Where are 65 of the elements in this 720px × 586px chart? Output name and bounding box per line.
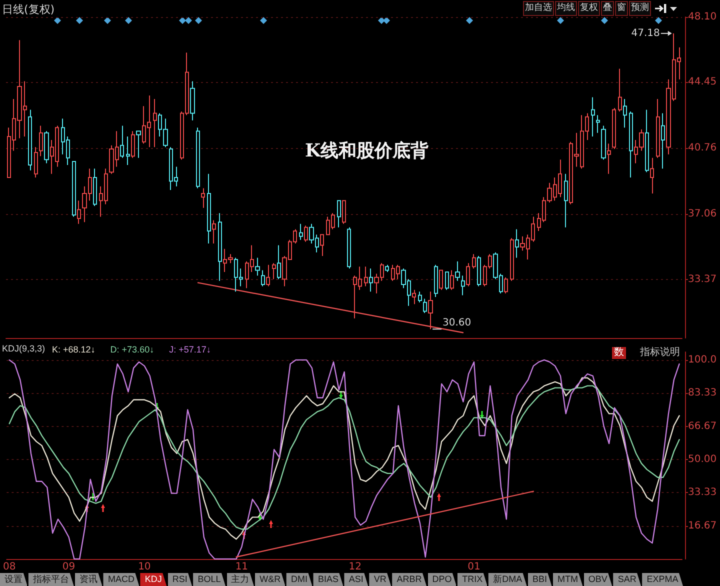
text: 均线 — [555, 1, 577, 16]
text: VR — [369, 573, 392, 586]
text: 叠 — [601, 1, 614, 16]
candlestick — [347, 226, 351, 269]
text: EXPMA — [642, 573, 683, 586]
text: 资讯 — [74, 573, 102, 586]
text: OBV — [584, 573, 612, 586]
candlestick — [612, 107, 616, 150]
text: DPO — [428, 573, 456, 586]
text: SAR — [613, 573, 642, 586]
x-tick-label: 12 — [348, 562, 362, 572]
annotation: 指标说明 — [639, 346, 681, 358]
text: 主力 — [226, 573, 254, 586]
candlestick — [28, 109, 32, 171]
y-tick-label: 100.0 — [688, 354, 717, 366]
text: 加自选 — [523, 1, 554, 16]
y-tick-label: 40.76 — [688, 142, 717, 154]
y-tick-label: 48.10 — [688, 12, 717, 22]
text: BOLL — [193, 573, 226, 586]
text: J: +57.17↓ — [169, 344, 211, 354]
text: KDJ — [140, 573, 167, 586]
annotation: 30.60 — [442, 318, 472, 329]
x-tick-label: 10 — [138, 562, 151, 572]
text: BBI — [528, 573, 552, 586]
text: 复权 — [578, 1, 600, 16]
annotation: 数 — [612, 346, 626, 358]
text: 设置 — [0, 573, 28, 586]
chart-title: KDJ(9,3,3) — [2, 344, 46, 354]
candlestick — [201, 188, 205, 208]
x-tick-label: 09 — [62, 562, 76, 572]
x-tick-label: 01 — [468, 562, 480, 572]
text: 新DMA — [488, 573, 527, 586]
text: D: +73.60↓ — [110, 344, 154, 354]
text: 指标平台 — [28, 573, 74, 586]
text: TRIX — [457, 573, 488, 586]
chart-title: 日线(复权) — [2, 3, 55, 16]
text: BIAS — [313, 573, 344, 586]
y-tick-label: 37.06 — [688, 208, 717, 220]
text: K: +68.12↓ — [52, 344, 96, 354]
text: MACD — [103, 573, 140, 586]
x-tick-label: 08 — [2, 562, 16, 572]
y-tick-label: 33.33 — [688, 487, 717, 498]
text: W&R — [254, 573, 286, 586]
text: ARBR — [392, 573, 427, 586]
candlestick — [418, 291, 422, 303]
candlestick — [196, 127, 200, 189]
y-tick-label: 16.67 — [688, 520, 717, 532]
text: DMI — [286, 573, 312, 586]
text: 预测 — [629, 1, 651, 16]
y-tick-label: 44.45 — [688, 76, 717, 88]
y-tick-label: 50.00 — [688, 454, 717, 465]
text: 窗 — [615, 1, 628, 16]
candlestick — [591, 96, 595, 137]
candlestick — [34, 146, 38, 178]
text: MTM — [552, 573, 583, 586]
x-tick-label: 11 — [235, 562, 248, 572]
annotation: 47.18 — [631, 28, 660, 39]
text: RSI — [168, 573, 192, 586]
annotation: K线和股价底背 — [305, 140, 430, 162]
y-tick-label: 33.37 — [688, 274, 717, 286]
y-tick-label: 66.67 — [688, 420, 717, 432]
candlestick — [596, 114, 600, 134]
y-tick-label: 83.33 — [688, 388, 717, 399]
text: ASI — [344, 573, 368, 586]
line-series — [8, 359, 680, 560]
